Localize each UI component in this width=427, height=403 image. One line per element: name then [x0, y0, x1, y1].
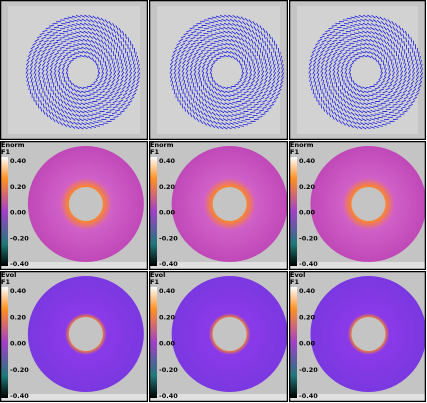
colorbar-tick-label: -0.40 [10, 260, 29, 268]
colorbar-tick-label: 0.40 [299, 287, 316, 295]
ring-hole [69, 317, 103, 351]
ring-hole [351, 187, 385, 221]
vector-arrow [41, 84, 42, 89]
colorbar-tick-label: 0.20 [159, 313, 176, 321]
colorbar-tick-label: 0.00 [159, 340, 176, 348]
vector-arrow [257, 51, 258, 56]
vector-arrow [324, 84, 325, 89]
vector-arrow [396, 51, 397, 56]
colorbar-tick-label: 0.40 [10, 287, 27, 295]
colorbar-tick-label: -0.20 [299, 366, 318, 374]
component-label: F1 [290, 148, 299, 156]
panel [149, 0, 288, 140]
vector-arrow [67, 34, 72, 35]
panel [289, 0, 426, 140]
vector-arrow [386, 58, 387, 63]
vector-arrow [70, 41, 75, 42]
component-label: F1 [1, 148, 10, 156]
vector-arrow [350, 34, 355, 35]
vector-arrow [217, 49, 222, 50]
panel: EvolF10.400.200.00-0.20-0.40 [289, 271, 426, 402]
panel: EvolF10.400.200.00-0.20-0.40 [149, 271, 288, 402]
colorbar-tick-label: -0.20 [299, 234, 318, 242]
colorbar-tick-label: 0.40 [299, 157, 316, 165]
colorbar-tick-label: 0.20 [299, 313, 316, 321]
colorbar-tick-label: 0.20 [299, 183, 316, 191]
vector-arrow [353, 41, 358, 42]
component-label: F1 [290, 278, 299, 286]
ring-hole [351, 317, 385, 351]
colorbar-tick-label: -0.40 [159, 392, 178, 400]
ring-hole [213, 187, 247, 221]
colorbar-tick-label: 0.00 [299, 340, 316, 348]
vector-arrow [103, 58, 104, 63]
ring-hole [69, 187, 103, 221]
vector-arrow [313, 89, 314, 94]
panel: EnormF10.400.200.00-0.20-0.40 [289, 141, 426, 270]
colorbar-tick-label: 0.40 [10, 157, 27, 165]
colorbar-tick-label: -0.20 [10, 366, 29, 374]
vector-arrow [356, 49, 361, 50]
vector-arrow [131, 51, 132, 56]
colorbar-tick-label: 0.00 [299, 209, 316, 217]
vector-arrow [55, 86, 56, 91]
visualization-grid: EnormF10.400.200.00-0.20-0.40EnormF10.40… [0, 0, 427, 403]
colorbar-tick-label: -0.40 [299, 260, 318, 268]
colorbar-tick-label: -0.40 [159, 260, 178, 268]
colorbar-tick-label: 0.40 [159, 157, 176, 165]
vector-arrow [211, 34, 216, 35]
ring-hole [213, 317, 247, 351]
colorbar-tick-label: 0.00 [10, 340, 27, 348]
vector-arrow [275, 51, 276, 56]
vector-arrow [338, 86, 339, 91]
component-label: F1 [1, 278, 10, 286]
colorbar-tick-label: 0.20 [159, 183, 176, 191]
vector-arrow [185, 84, 186, 89]
vector-arrow [414, 51, 415, 56]
colorbar-tick-label: -0.20 [159, 366, 178, 374]
panel: EvolF10.400.200.00-0.20-0.40 [0, 271, 148, 402]
colorbar-tick-label: 0.00 [10, 209, 27, 217]
colorbar-tick-label: 0.20 [10, 183, 27, 191]
vector-arrow [113, 51, 114, 56]
vector-arrow [214, 41, 219, 42]
vector-arrow [247, 58, 248, 63]
colorbar-tick-label: -0.20 [10, 234, 29, 242]
colorbar-tick-label: 0.40 [159, 287, 176, 295]
vector-arrow [199, 86, 200, 91]
colorbar-tick-label: 0.00 [159, 209, 176, 217]
colorbar-tick-label: -0.40 [10, 392, 29, 400]
component-label: F1 [150, 278, 159, 286]
colorbar-tick-label: -0.40 [299, 392, 318, 400]
colorbar-tick-label: 0.20 [10, 313, 27, 321]
vector-arrow [174, 89, 175, 94]
panel [0, 0, 148, 140]
vector-arrow [30, 89, 31, 94]
vector-arrow [73, 49, 78, 50]
panel: EnormF10.400.200.00-0.20-0.40 [149, 141, 288, 270]
colorbar-tick-label: -0.20 [159, 234, 178, 242]
panel: EnormF10.400.200.00-0.20-0.40 [0, 141, 148, 270]
component-label: F1 [150, 148, 159, 156]
